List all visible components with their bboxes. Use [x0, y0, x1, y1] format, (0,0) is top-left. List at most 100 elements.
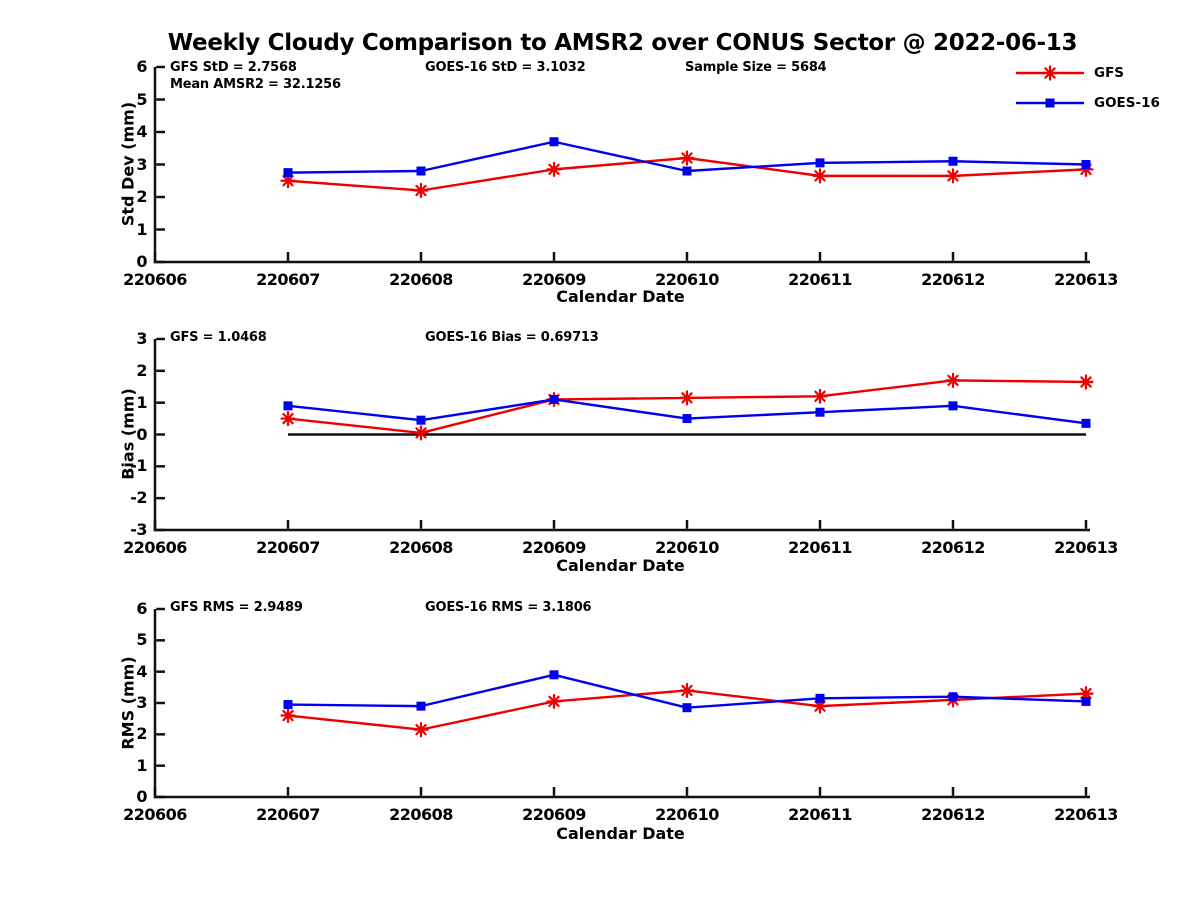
bias-x-tick-label: 220606 [123, 538, 187, 557]
rms-y-tick-label: 1 [136, 755, 147, 775]
rms-y-tick-label: 5 [136, 630, 147, 650]
rms-y-tick-label: 4 [136, 661, 147, 681]
bias-x-tick-label: 220612 [921, 538, 985, 557]
std-dev-y-tick-label: 4 [136, 122, 147, 141]
std-dev-marker-GOES-16 [682, 166, 692, 176]
std-dev-marker-GOES-16 [549, 137, 559, 147]
rms-y-tick-label: 0 [136, 787, 147, 806]
std-dev-x-tick-label: 220612 [921, 270, 985, 289]
bias-marker-GFS [1078, 374, 1094, 390]
rms-marker-GFS [280, 707, 296, 724]
std-dev-x-tick-label: 220609 [522, 270, 586, 289]
std-dev-y-tick-label: 0 [136, 252, 147, 271]
rms-marker-GFS [812, 698, 828, 714]
rms-x-tick-label: 220610 [655, 805, 719, 824]
annotation-goes-std: GOES-16 StD = 3.1032 [425, 60, 586, 75]
std-dev-x-tick-label: 220613 [1054, 270, 1118, 289]
std-dev-y-tick-label: 6 [136, 57, 147, 76]
bias-y-tick-label: -2 [130, 488, 147, 508]
rms-marker-GFS [413, 722, 429, 738]
std-dev-marker-GFS [546, 161, 562, 177]
rms-marker-GOES-16 [682, 703, 692, 713]
std-dev-y-tick-label: 1 [136, 219, 147, 239]
legend-item-goes16: GOES-16 [1016, 92, 1160, 114]
bias-y-tick-label: -3 [130, 520, 147, 539]
rms-y-tick-label: 3 [136, 693, 147, 712]
rms-x-tick-label: 220613 [1054, 805, 1118, 824]
legend-label-goes16: GOES-16 [1094, 95, 1160, 111]
figure-title: Weekly Cloudy Comparison to AMSR2 over C… [167, 30, 1078, 56]
rms-marker-GFS [1078, 685, 1094, 702]
legend-label-gfs: GFS [1094, 65, 1125, 81]
std-dev-marker-GFS [280, 173, 296, 189]
bias-marker-GFS [945, 372, 961, 388]
std-dev-x-tick-label: 220610 [655, 270, 719, 289]
goes16-line-marker-icon [1016, 98, 1084, 108]
gfs-line-marker-icon [1016, 65, 1084, 81]
bias-marker-GOES-16 [815, 407, 825, 417]
std-dev-marker-GFS [812, 168, 828, 184]
annotation-gfs-std: GFS StD = 2.7568 [170, 60, 297, 75]
std-dev-x-tick-label: 220611 [788, 270, 852, 289]
bias-y-tick-label: 3 [136, 329, 147, 348]
bias-x-tick-label: 220611 [788, 538, 852, 557]
rms-x-tick-label: 220606 [123, 805, 187, 824]
annotation-goes-bias: GOES-16 Bias = 0.69713 [425, 330, 599, 345]
bias-marker-GOES-16 [416, 415, 426, 425]
std-dev-marker-GOES-16 [283, 168, 293, 178]
legend-item-gfs: GFS [1016, 62, 1124, 84]
annotation-gfs-rms: GFS RMS = 2.9489 [170, 600, 303, 615]
stddev-x-axis-label: Calendar Date [556, 287, 685, 306]
rms-marker-GOES-16 [815, 693, 825, 703]
std-dev-marker-GFS [679, 150, 695, 166]
bias-marker-GFS [679, 390, 695, 406]
rms-x-tick-label: 220611 [788, 805, 852, 824]
std-dev-y-tick-label: 5 [136, 89, 147, 109]
bias-marker-GOES-16 [1081, 418, 1091, 428]
std-dev-y-tick-label: 2 [136, 187, 147, 206]
bias-marker-GOES-16 [682, 414, 692, 424]
rms-x-axis-label: Calendar Date [556, 824, 685, 843]
bias-x-axis-label: Calendar Date [556, 556, 685, 575]
bias-y-tick-label: 0 [136, 424, 147, 444]
rms-marker-GOES-16 [549, 670, 559, 680]
rms-marker-GFS [679, 682, 695, 699]
std-dev-marker-GOES-16 [815, 158, 825, 168]
std-dev-marker-GFS [945, 168, 961, 184]
rms-x-tick-label: 220607 [256, 805, 320, 824]
rms-y-tick-label: 2 [136, 724, 147, 744]
rms-marker-GOES-16 [283, 700, 293, 710]
bias-y-tick-label: 2 [136, 360, 147, 380]
bias-y-tick-label: -1 [130, 456, 147, 476]
bias-x-tick-label: 220608 [389, 538, 453, 557]
rms-x-tick-label: 220609 [522, 805, 586, 824]
bias-y-tick-label: 1 [136, 392, 147, 412]
annotation-gfs-bias: GFS = 1.0468 [170, 330, 267, 345]
rms-marker-GOES-16 [948, 692, 958, 702]
bias-marker-GFS [280, 410, 296, 427]
annotation-goes-rms: GOES-16 RMS = 3.1806 [425, 600, 592, 615]
bias-x-tick-label: 220607 [256, 538, 320, 557]
std-dev-x-tick-label: 220606 [123, 270, 187, 289]
bias-x-tick-label: 220613 [1054, 538, 1118, 557]
annotation-sample-size: Sample Size = 5684 [685, 60, 827, 75]
bias-x-tick-label: 220609 [522, 538, 586, 557]
bias-x-tick-label: 220610 [655, 538, 719, 557]
std-dev-marker-GOES-16 [416, 166, 426, 176]
bias-marker-GOES-16 [549, 394, 559, 404]
bias-marker-GOES-16 [283, 401, 293, 411]
std-dev-marker-GOES-16 [948, 156, 958, 166]
rms-marker-GOES-16 [416, 701, 426, 711]
std-dev-marker-GOES-16 [1081, 160, 1091, 169]
std-dev-x-tick-label: 220607 [256, 270, 320, 289]
std-dev-x-tick-label: 220608 [389, 270, 453, 289]
rms-marker-GOES-16 [1081, 696, 1091, 706]
rms-x-tick-label: 220612 [921, 805, 985, 824]
rms-y-tick-label: 6 [136, 599, 147, 618]
std-dev-marker-GFS [413, 182, 429, 199]
bias-marker-GFS [413, 425, 429, 441]
bias-marker-GFS [812, 388, 828, 404]
annotation-mean-amsr2: Mean AMSR2 = 32.1256 [170, 77, 341, 92]
